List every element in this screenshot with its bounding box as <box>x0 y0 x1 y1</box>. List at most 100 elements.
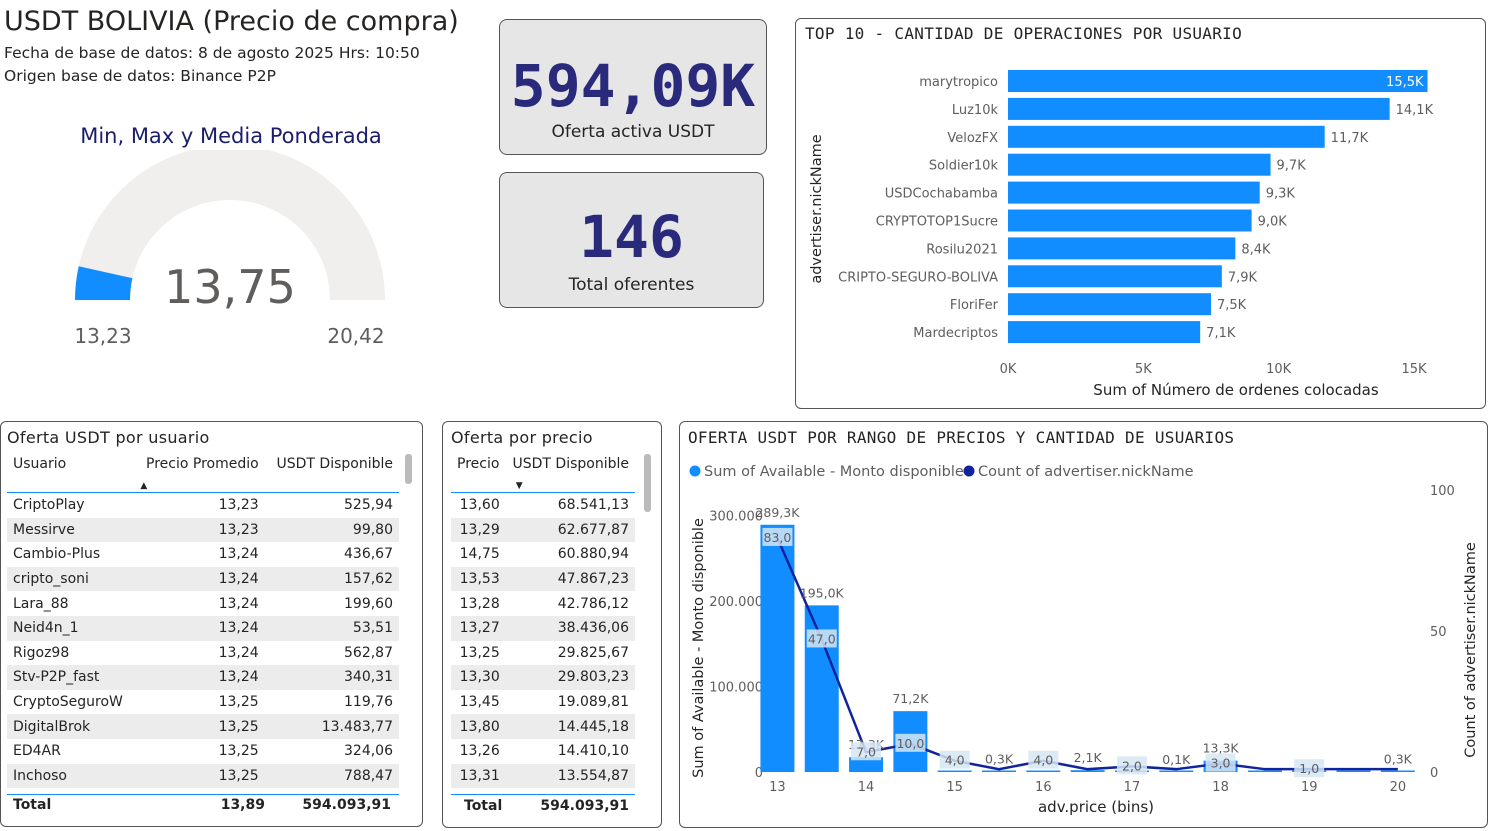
combo-left-tick: 0 <box>755 766 763 781</box>
combo-line-label-bg <box>1205 753 1236 772</box>
top10-title: TOP 10 - CANTIDAD DE OPERACIONES POR USU… <box>805 24 1243 43</box>
price-cell: 13,29 <box>451 517 506 543</box>
table-row[interactable]: ED4AR 13,25 324,06 <box>7 739 399 764</box>
price-cell: 13,25 <box>134 763 265 789</box>
table-row[interactable]: 13,31 13.554,87 <box>451 763 635 789</box>
combo-bar[interactable] <box>1070 770 1105 772</box>
combo-line-label-bg <box>762 527 793 546</box>
table-row[interactable]: CriptoPlay 13,23 525,94 <box>7 493 399 518</box>
top10-category-label: Soldier10k <box>929 159 999 174</box>
top10-y-axis-label: advertiser.nickName <box>809 134 825 283</box>
combo-bar[interactable] <box>982 770 1017 773</box>
sort-asc-icon: ▲ <box>140 481 148 491</box>
table-row[interactable]: Rigoz98 13,24 562,87 <box>7 641 399 666</box>
combo-bar-label: 289,3K <box>755 505 800 520</box>
combo-bar-label: 195,0K <box>800 585 845 600</box>
users-col-user[interactable]: Usuario <box>7 452 135 493</box>
table-row[interactable]: 13,53 47.867,23 <box>451 566 635 592</box>
table-row[interactable]: cripto_soni 13,24 157,62 <box>7 566 399 592</box>
price-cell: 13,25 <box>218 743 259 760</box>
user-cell: Cambio-Plus <box>13 546 101 563</box>
users-total-label: Total <box>13 797 52 813</box>
combo-line-label: 1,0 <box>1299 761 1319 776</box>
gauge-max-label: 20,42 <box>327 324 384 348</box>
legend-line-label[interactable]: Count of advertiser.nickName <box>978 464 1194 480</box>
top10-data-label: 15,5K <box>1386 75 1424 90</box>
combo-bar-label: 71,2K <box>892 691 929 706</box>
price-cell: 13,26 <box>459 743 500 760</box>
kpi-bidders-value: 146 <box>579 203 684 271</box>
combo-bar[interactable] <box>849 757 884 772</box>
price-cell: 13,25 <box>134 714 265 739</box>
combo-bar[interactable] <box>1026 770 1061 773</box>
table-row[interactable]: Lara_88 13,24 199,60 <box>7 591 399 616</box>
users-col-available[interactable]: USDT Disponible <box>264 452 399 493</box>
combo-line-label: 4,0 <box>1033 753 1053 768</box>
prices-table-scrollbar[interactable] <box>644 454 651 512</box>
kpi-card-offer[interactable]: 594,09K Oferta activa USDT <box>499 19 767 155</box>
top10-bar[interactable] <box>1008 293 1211 316</box>
users-table-scrollbar[interactable] <box>405 454 412 484</box>
combo-chart[interactable]: Sum of Available - Monto disponible Coun… <box>680 422 1487 827</box>
table-row[interactable]: Stv-P2P_fast 13,24 340,31 <box>7 665 399 690</box>
gauge-title: Min, Max y Media Ponderada <box>80 124 382 148</box>
combo-line[interactable] <box>776 537 1398 771</box>
prices-table-panel: Oferta por precio Precio USDT Disponible… <box>442 421 662 828</box>
top10-category-label: CRIPTO-SEGURO-BOLIVA <box>838 270 998 285</box>
table-row[interactable]: 13,45 19.089,81 <box>451 690 635 715</box>
table-row[interactable]: 13,29 62.677,87 <box>451 517 635 543</box>
top10-bar[interactable] <box>1008 209 1252 232</box>
users-col-price[interactable]: Precio Promedio ▲ <box>134 452 265 493</box>
combo-line-label-bg <box>1116 756 1147 775</box>
top10-bar[interactable] <box>1008 181 1260 204</box>
prices-col-price[interactable]: Precio <box>451 452 506 493</box>
table-row[interactable]: 13,30 29.803,23 <box>451 665 635 690</box>
legend-bar-marker <box>689 465 701 477</box>
gauge-fill <box>75 266 133 300</box>
price-cell: 13,30 <box>451 665 506 690</box>
users-table: Usuario Precio Promedio ▲ USDT Disponible… <box>7 452 399 789</box>
top10-bar-chart[interactable]: advertiser.nickName Sum of Número de ord… <box>796 19 1485 408</box>
gauge-track <box>75 150 385 300</box>
prices-col-available[interactable]: USDT Disponible ▼ <box>505 452 635 493</box>
combo-x-label: adv.price (bins) <box>1038 798 1154 816</box>
table-row[interactable]: CryptoSeguroW 13,25 119,76 <box>7 690 399 715</box>
combo-bar[interactable] <box>1247 770 1282 773</box>
combo-right-tick: 50 <box>1430 625 1447 640</box>
table-row[interactable]: Inchoso 13,25 788,47 <box>7 763 399 789</box>
combo-bar[interactable] <box>937 770 972 773</box>
top10-bar[interactable] <box>1008 153 1271 176</box>
combo-x-tick: 15 <box>946 780 963 795</box>
table-row[interactable]: 13,27 38.436,06 <box>451 615 635 641</box>
top10-bar[interactable] <box>1008 237 1236 260</box>
table-row[interactable]: DigitalBrok 13,25 13.483,77 <box>7 714 399 739</box>
table-row[interactable]: Neid4n_1 13,24 53,51 <box>7 615 399 641</box>
gauge-chart[interactable]: 13,75 13,23 20,42 <box>60 150 400 360</box>
table-row[interactable]: Messirve 13,23 99,80 <box>7 517 399 543</box>
price-cell: 13,27 <box>451 615 506 641</box>
top10-bar[interactable] <box>1008 265 1222 288</box>
combo-bar[interactable] <box>760 524 795 772</box>
table-row[interactable]: 13,28 42.786,12 <box>451 591 635 616</box>
top10-bar[interactable] <box>1008 70 1428 92</box>
combo-bar[interactable] <box>1336 770 1371 773</box>
kpi-offer-label: Oferta activa USDT <box>551 122 715 142</box>
table-row[interactable]: 13,26 14.410,10 <box>451 739 635 764</box>
combo-line-label: 83,0 <box>764 530 792 545</box>
combo-bar[interactable] <box>1159 770 1194 773</box>
table-row[interactable]: 13,80 14.445,18 <box>451 714 635 739</box>
available-cell: 42.786,12 <box>557 595 629 612</box>
price-cell: 13,60 <box>459 497 500 514</box>
combo-line-label: 4,0 <box>945 753 965 768</box>
combo-bar[interactable] <box>1380 770 1415 773</box>
kpi-card-bidders[interactable]: 146 Total oferentes <box>499 172 764 308</box>
top10-bar[interactable] <box>1008 97 1390 120</box>
table-row[interactable]: Cambio-Plus 13,24 436,67 <box>7 542 399 567</box>
table-row[interactable]: 13,60 68.541,13 <box>451 493 635 518</box>
table-row[interactable]: 14,75 60.880,94 <box>451 542 635 567</box>
price-cell: 13,24 <box>134 566 265 592</box>
top10-bar[interactable] <box>1008 321 1201 344</box>
top10-bar[interactable] <box>1008 125 1325 148</box>
table-row[interactable]: 13,25 29.825,67 <box>451 641 635 666</box>
legend-bar-label[interactable]: Sum of Available - Monto disponible <box>704 464 964 480</box>
